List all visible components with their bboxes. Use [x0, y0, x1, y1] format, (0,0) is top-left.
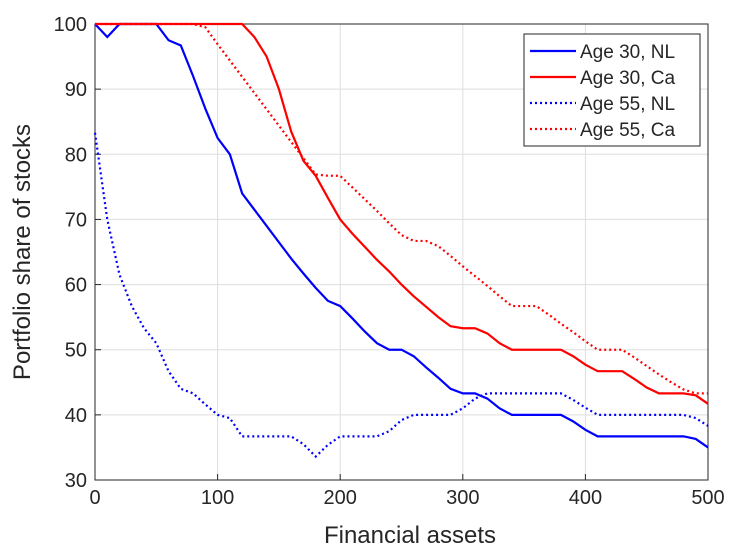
- legend-label: Age 30, NL: [580, 42, 675, 63]
- x-tick-label: 200: [324, 487, 357, 509]
- y-tick-label: 30: [65, 470, 87, 492]
- y-tick-label: 40: [65, 405, 87, 427]
- x-tick-label: 400: [569, 487, 602, 509]
- plot-frame: [94, 23, 709, 481]
- x-tick-label: 100: [201, 487, 234, 509]
- legend: Age 30, NL Age 30, Ca Age 55, NL Age 55, Ca: [523, 33, 701, 147]
- data-line: [93, 132, 709, 459]
- y-tick-label: 90: [65, 79, 87, 101]
- legend-box: [523, 33, 701, 147]
- data-line: [95, 22, 708, 395]
- legend-label: Age 55, Ca: [580, 120, 675, 141]
- x-tick-label: 300: [446, 487, 479, 509]
- x-axis-label: Financial assets: [324, 522, 496, 549]
- x-tick-label: 0: [89, 487, 100, 509]
- data-line: [95, 22, 709, 405]
- legend-label: Age 30, Ca: [580, 68, 675, 89]
- data-line: [94, 22, 709, 449]
- y-tick-label: 100: [54, 14, 87, 36]
- y-tick-label: 80: [65, 144, 87, 166]
- x-tick-label: 500: [691, 487, 724, 509]
- y-axis-label: Portfolio share of stocks: [9, 124, 36, 380]
- y-tick-label: 60: [65, 275, 87, 297]
- y-tick-label: 50: [65, 340, 87, 362]
- y-tick-label: 70: [65, 209, 87, 231]
- legend-label: Age 55, NL: [580, 94, 675, 115]
